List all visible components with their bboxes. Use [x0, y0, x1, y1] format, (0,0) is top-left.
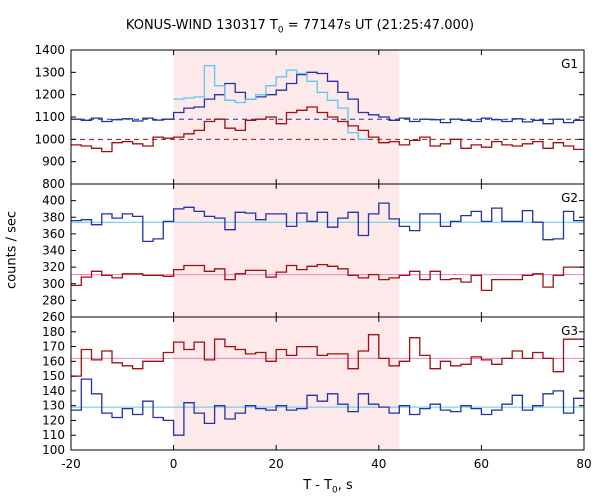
y-tick-label-g2-360: 360 [42, 227, 65, 241]
y-tick-label-g3-140: 140 [42, 384, 65, 398]
y-tick-label-g2-400: 400 [42, 194, 65, 208]
y-tick-label-g2-280: 280 [42, 293, 65, 307]
series-line-g3-0 [71, 378, 584, 436]
x-tick-label--20: -20 [61, 457, 81, 471]
series-layer [71, 64, 584, 436]
y-tick-label-g1-800: 800 [42, 177, 65, 191]
tick-labels-layer: 80090010001100120013001400G1260280300320… [34, 43, 591, 471]
series-line-g2-1 [71, 263, 584, 292]
x-axis-label-subscript: 0 [332, 485, 338, 496]
x-tick-label-80: 80 [576, 457, 591, 471]
chart-title-prefix: KONUS-WIND 130317 T [125, 18, 278, 33]
y-tick-label-g1-1300: 1300 [34, 65, 65, 79]
y-tick-label-g2-300: 300 [42, 277, 65, 291]
series-line-g1-0 [71, 71, 584, 125]
y-tick-label-g2-340: 340 [42, 244, 65, 258]
y-axis-label: counts / sec [4, 210, 20, 290]
shaded-interval-layer [173, 50, 400, 450]
y-tick-label-g3-170: 170 [42, 340, 65, 354]
series-line-g3-1 [71, 334, 584, 377]
panel-label-g2: G2 [561, 191, 578, 205]
panel-label-g3: G3 [561, 324, 578, 338]
panel-label-g1: G1 [561, 57, 578, 71]
y-tick-label-g1-900: 900 [42, 155, 65, 169]
y-tick-label-g3-100: 100 [42, 443, 65, 457]
y-tick-label-g3-110: 110 [42, 428, 65, 442]
y-tick-label-g3-180: 180 [42, 325, 65, 339]
y-tick-label-g3-120: 120 [42, 413, 65, 427]
y-tick-label-g2-260: 260 [42, 310, 65, 324]
x-tick-label-0: 0 [170, 457, 178, 471]
series-line-g2-0 [71, 202, 584, 243]
y-tick-label-g3-150: 150 [42, 369, 65, 383]
x-tick-label-60: 60 [474, 457, 489, 471]
x-tick-label-20: 20 [269, 457, 284, 471]
y-tick-label-g1-1400: 1400 [34, 43, 65, 57]
y-tick-label-g1-1100: 1100 [34, 110, 65, 124]
chart-title: KONUS-WIND 130317 T0 = 77147s UT (21:25:… [0, 18, 600, 36]
y-tick-label-g3-160: 160 [42, 354, 65, 368]
y-tick-label-g1-1000: 1000 [34, 132, 65, 146]
chart-title-suffix: = 77147s UT (21:25:47.000) [283, 18, 475, 33]
x-axis-label-prefix: T - T [303, 478, 333, 493]
panel-frame-g3 [70, 316, 585, 451]
shaded-interval [173, 50, 400, 450]
y-tick-label-g3-130: 130 [42, 399, 65, 413]
x-tick-label-40: 40 [371, 457, 386, 471]
x-axis-label: T - T0, s [0, 478, 600, 496]
chart-title-subscript: 0 [277, 25, 284, 36]
series-line-g1-1 [173, 64, 369, 140]
panel-frames-layer [70, 49, 585, 451]
series-line-g1-2 [71, 106, 584, 153]
y-tick-label-g2-320: 320 [42, 260, 65, 274]
y-tick-label-g2-380: 380 [42, 210, 65, 224]
y-tick-label-g1-1200: 1200 [34, 88, 65, 102]
x-axis-label-suffix: , s [337, 478, 353, 493]
